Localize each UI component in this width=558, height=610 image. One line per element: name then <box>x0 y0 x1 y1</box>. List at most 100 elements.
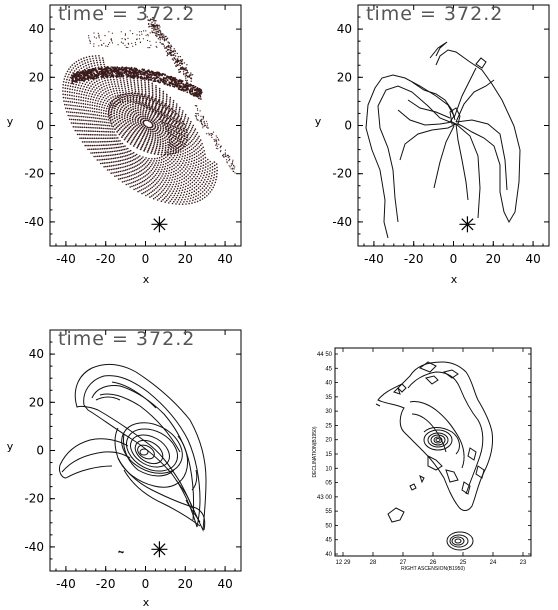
particle-dot <box>177 140 179 142</box>
particle-dot <box>111 137 114 139</box>
particle-dot <box>147 185 150 187</box>
particle-dot <box>149 120 152 123</box>
particle-dot <box>99 141 102 143</box>
particle-dot <box>145 103 148 105</box>
particle-dot <box>140 169 143 172</box>
particle-dot <box>178 112 180 114</box>
particle-dot <box>232 159 234 161</box>
particle-dot <box>142 113 144 115</box>
particle-dot <box>176 85 179 88</box>
y-tick-label: 35 <box>325 395 332 401</box>
particle-dot <box>113 137 116 139</box>
particle-dot <box>122 78 125 80</box>
particle-dot <box>132 110 135 113</box>
particle-dot <box>145 76 148 79</box>
particle-dot <box>135 168 137 171</box>
particle-dot <box>73 108 75 110</box>
particle-dot <box>140 132 142 135</box>
particle-dot <box>193 130 196 132</box>
particle-dot <box>97 151 100 154</box>
particle-dot <box>154 192 156 195</box>
particle-dot <box>76 73 78 76</box>
particle-dot <box>203 189 206 191</box>
particle-dot <box>74 79 77 81</box>
particle-dot <box>134 176 136 179</box>
particle-dot <box>162 76 165 79</box>
particle-dot <box>101 70 104 72</box>
particle-dot <box>138 90 140 92</box>
particle-dot <box>148 94 150 97</box>
particle-dot <box>139 73 142 75</box>
particle-dot <box>131 74 134 77</box>
particle-dot <box>175 190 178 192</box>
particle-dot <box>108 165 111 167</box>
particle-dot <box>122 109 125 112</box>
particle-dot <box>90 80 93 83</box>
particle-dot <box>98 111 100 114</box>
particle-dot <box>188 202 190 205</box>
particle-dot <box>162 97 164 100</box>
particle-dot <box>162 94 164 96</box>
particle-dot <box>181 68 184 70</box>
particle-dot <box>183 119 185 121</box>
particle-dot <box>100 63 102 66</box>
particle-dot <box>158 36 161 39</box>
particle-dot <box>173 139 175 142</box>
particle-dot <box>79 108 81 111</box>
particle-dot <box>165 159 167 162</box>
particle-dot <box>204 169 206 171</box>
particle-dot <box>143 191 145 194</box>
particle-dot <box>88 35 90 37</box>
particle-dot <box>124 103 127 106</box>
particle-dot <box>132 33 134 35</box>
particle-dot <box>171 158 173 161</box>
particle-dot <box>111 143 113 146</box>
particle-dot <box>131 152 133 155</box>
particle-dot <box>175 135 177 138</box>
particle-dot <box>159 41 161 44</box>
particle-dot <box>121 66 124 69</box>
particle-dot <box>113 68 116 71</box>
particle-dot <box>83 91 86 93</box>
particle-dot <box>171 165 173 168</box>
particle-dot <box>132 151 135 154</box>
particle-dot <box>112 96 114 98</box>
particle-dot <box>174 138 177 141</box>
particle-dot <box>154 74 157 77</box>
particle-dot <box>174 198 176 201</box>
particle-dot <box>165 185 167 188</box>
particle-dot <box>152 133 155 135</box>
particle-dot <box>126 77 128 79</box>
particle-dot <box>102 144 105 146</box>
particle-dot <box>184 117 186 119</box>
particle-dot <box>100 112 103 114</box>
particle-dot <box>78 69 81 71</box>
particle-dot <box>132 45 134 47</box>
particle-dot <box>136 124 138 126</box>
particle-dot <box>181 175 183 177</box>
particle-dot <box>65 73 67 75</box>
particle-dot <box>91 74 94 76</box>
particle-dot <box>78 90 81 92</box>
particle-dot <box>159 31 162 33</box>
particle-dot <box>170 181 172 184</box>
particle-dot <box>176 201 179 203</box>
particle-dot <box>102 71 105 74</box>
particle-dot <box>170 198 173 201</box>
particle-dot <box>97 76 99 79</box>
particle-dot <box>168 139 171 141</box>
particle-dot <box>120 81 122 83</box>
particle-dot <box>185 136 188 139</box>
particle-dot <box>95 155 97 158</box>
particle-dot <box>102 59 104 61</box>
particle-dot <box>79 137 81 139</box>
particle-dot <box>96 127 99 129</box>
particle-dot <box>153 166 155 168</box>
particle-dot <box>139 162 142 164</box>
particle-dot <box>178 139 181 141</box>
x-axis-label: x <box>451 273 458 286</box>
particle-dot <box>158 131 160 133</box>
particle-dot <box>193 142 195 144</box>
particle-dot <box>87 109 90 112</box>
particle-dot <box>78 99 80 101</box>
